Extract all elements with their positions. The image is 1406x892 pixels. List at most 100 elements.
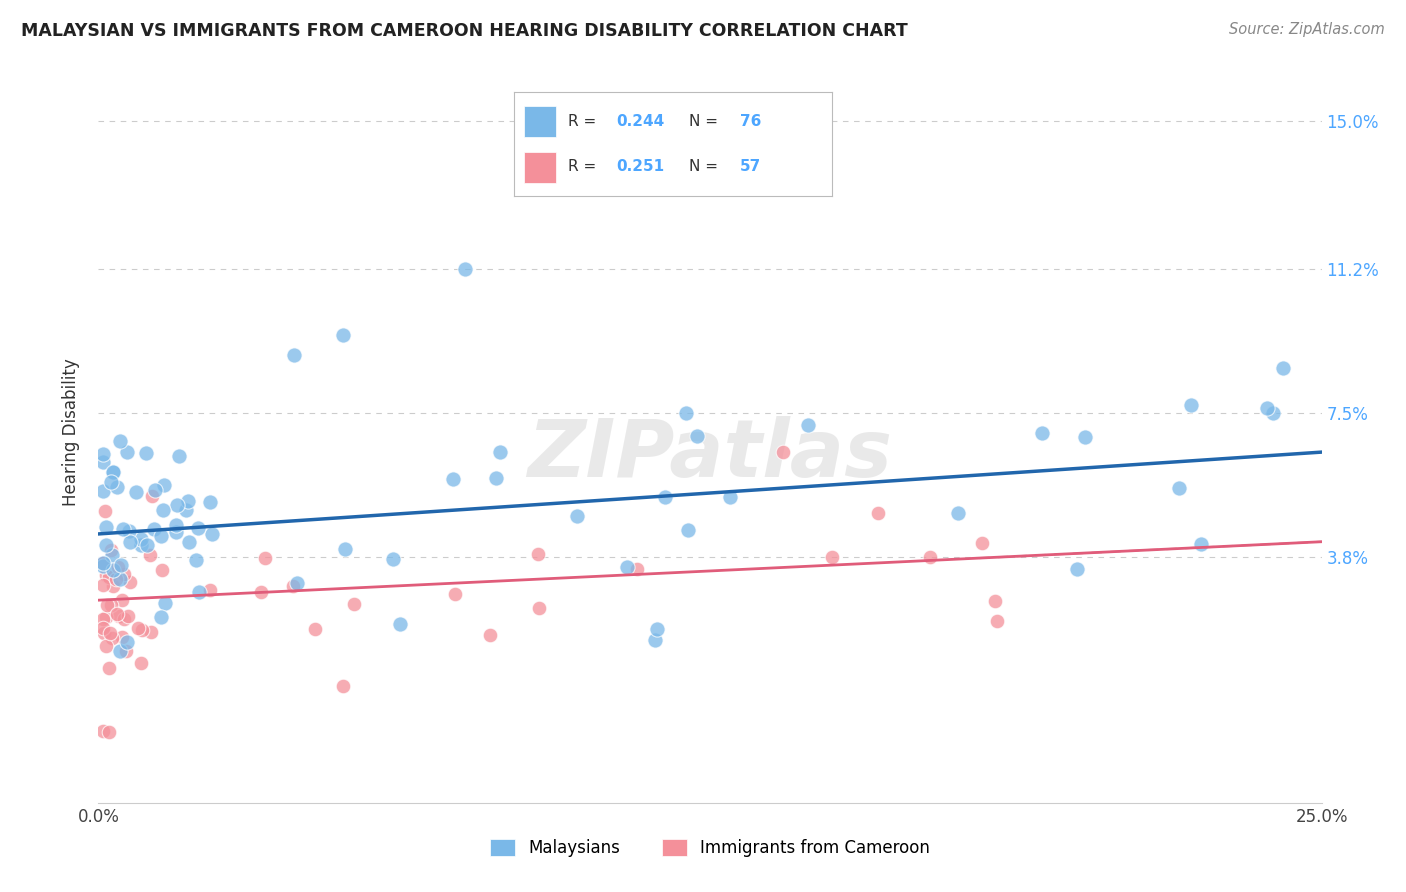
Point (198, 583, 221, 598)
Point (150, 564, 173, 578)
Point (91, 558, 114, 573)
Point (654, 490, 676, 504)
Point (111, 592, 134, 607)
Point (96, 520, 118, 534)
Point (110, 572, 132, 586)
Point (111, 522, 134, 536)
Point (1180, 397, 1202, 411)
Point (149, 529, 172, 543)
Point (100, 475, 122, 490)
Point (187, 521, 209, 535)
Point (91, 611, 114, 625)
Point (155, 596, 177, 610)
Point (125, 485, 148, 500)
Point (129, 538, 152, 552)
Point (443, 472, 465, 486)
Point (174, 503, 197, 517)
Point (167, 449, 190, 463)
Point (176, 493, 198, 508)
Point (686, 428, 709, 442)
Point (107, 560, 129, 574)
Point (91, 556, 114, 570)
Point (108, 608, 131, 623)
Point (984, 594, 1007, 608)
Point (1261, 406, 1284, 420)
Point (527, 547, 550, 561)
Point (332, 679, 354, 693)
Point (96, 598, 118, 612)
Point (645, 622, 668, 636)
Point (250, 585, 273, 599)
Point (1256, 401, 1278, 416)
Point (94, 568, 117, 582)
Point (100, 598, 122, 612)
Point (91, 556, 114, 570)
Point (118, 524, 141, 538)
Point (281, 579, 304, 593)
Point (101, 548, 124, 562)
Point (91, 483, 114, 498)
Point (91, 447, 114, 461)
Point (101, 563, 124, 577)
Point (129, 533, 152, 547)
Point (388, 617, 411, 632)
Point (93, 504, 115, 518)
Point (108, 644, 131, 658)
Legend: Malaysians, Immigrants from Cameroon: Malaysians, Immigrants from Cameroon (489, 839, 931, 857)
Point (1189, 537, 1212, 551)
Point (101, 465, 124, 479)
Point (139, 625, 162, 640)
Point (120, 535, 142, 549)
Text: MALAYSIAN VS IMMIGRANTS FROM CAMEROON HEARING DISABILITY CORRELATION CHART: MALAYSIAN VS IMMIGRANTS FROM CAMEROON HE… (21, 22, 908, 40)
Point (101, 579, 124, 593)
Point (117, 608, 139, 623)
Point (485, 471, 508, 485)
Point (103, 465, 125, 479)
Point (100, 543, 122, 558)
Point (198, 494, 221, 508)
Point (98, 570, 121, 584)
Point (868, 506, 890, 520)
Point (343, 597, 366, 611)
Point (131, 623, 153, 637)
Point (201, 527, 224, 541)
Point (1031, 426, 1053, 441)
Point (98, 661, 121, 675)
Point (304, 622, 326, 636)
Point (972, 536, 994, 550)
Point (110, 558, 132, 572)
Point (98, 626, 121, 640)
Point (129, 656, 152, 670)
Point (91, 578, 114, 592)
Point (527, 601, 550, 615)
Point (108, 434, 131, 449)
Point (1272, 360, 1295, 375)
Point (797, 417, 820, 432)
Point (179, 535, 201, 549)
Point (920, 550, 942, 565)
Point (98, 724, 121, 739)
Point (135, 446, 157, 460)
Point (91, 723, 114, 738)
Point (94, 610, 117, 624)
Point (93, 626, 115, 640)
Point (986, 614, 1008, 628)
Text: Source: ZipAtlas.com: Source: ZipAtlas.com (1229, 22, 1385, 37)
Point (153, 477, 176, 491)
Point (184, 553, 207, 567)
Point (821, 550, 844, 565)
Point (105, 607, 128, 621)
Point (135, 538, 157, 552)
Point (143, 522, 166, 536)
Point (478, 628, 501, 642)
Point (150, 610, 173, 624)
Point (285, 575, 308, 590)
Point (718, 490, 741, 504)
Point (94, 639, 117, 653)
Point (112, 566, 135, 581)
Point (143, 483, 166, 498)
Point (1168, 481, 1191, 495)
Point (165, 517, 187, 532)
Point (127, 621, 149, 635)
Point (1074, 430, 1097, 444)
